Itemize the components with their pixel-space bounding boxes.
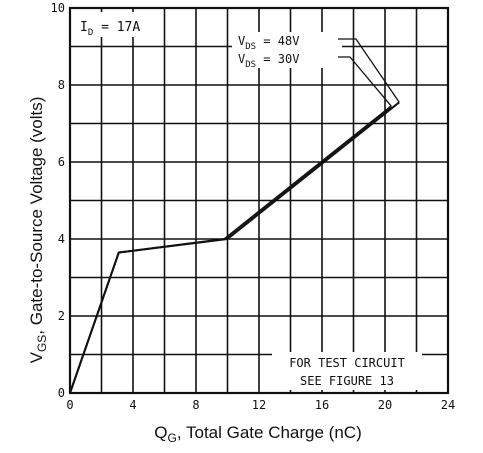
y-tick-label: 2 xyxy=(58,309,65,323)
y-tick-label: 0 xyxy=(58,386,65,400)
test-note-line2: SEE FIGURE 13 xyxy=(300,374,394,388)
x-tick-label: 12 xyxy=(252,398,266,412)
test-note-line1: FOR TEST CIRCUIT xyxy=(289,356,405,370)
legend-vds-48: VDS = 48V xyxy=(238,34,299,52)
leader-line-48v xyxy=(338,38,400,103)
legend-box xyxy=(232,32,342,68)
x-tick-label: 0 xyxy=(66,398,73,412)
series-line-vds-48v xyxy=(69,101,400,394)
x-tick-label: 4 xyxy=(129,398,136,412)
legend-leader-lines xyxy=(338,38,400,107)
series-line-vds-30v xyxy=(69,105,392,394)
grid xyxy=(68,6,450,395)
curves xyxy=(69,101,400,394)
condition-box xyxy=(72,12,150,37)
x-axis-label: QG, Total Gate Charge (nC) xyxy=(154,423,361,445)
y-tick-label: 4 xyxy=(58,232,65,246)
drain-current-label: ID = 17A xyxy=(80,20,140,38)
y-tick-label: 8 xyxy=(58,78,65,92)
leader-line-30v xyxy=(338,56,392,107)
x-tick-label: 8 xyxy=(192,398,199,412)
x-tick-label: 16 xyxy=(315,398,329,412)
y-axis-label: VGS, Gate-to-Source Voltage (volts) xyxy=(27,97,49,364)
y-tick-label: 10 xyxy=(51,1,65,15)
y-tick-label: 6 xyxy=(58,155,65,169)
x-tick-label: 20 xyxy=(378,398,392,412)
legend-vds-30: VDS = 30V xyxy=(238,52,299,70)
test-note-box xyxy=(272,352,422,390)
x-tick-label: 24 xyxy=(441,398,455,412)
